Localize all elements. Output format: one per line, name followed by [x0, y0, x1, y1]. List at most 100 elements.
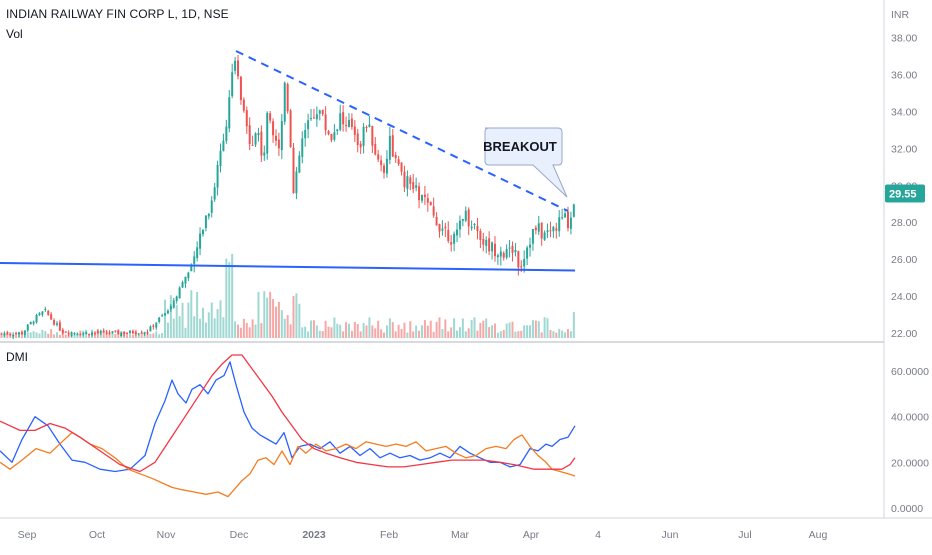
candle-body	[476, 225, 479, 232]
volume-bar	[467, 328, 470, 338]
volume-bar	[397, 324, 400, 338]
price-tick-label: 34.00	[891, 106, 917, 118]
volume-bar	[269, 291, 272, 338]
volume-bar	[333, 317, 336, 338]
candle-body	[260, 131, 263, 156]
candle-body	[12, 334, 15, 337]
candle-body	[155, 322, 158, 328]
candle-body	[111, 331, 114, 333]
candle-body	[61, 329, 64, 333]
candle-body	[458, 220, 461, 230]
candle-body	[158, 317, 161, 322]
candle-body	[543, 232, 546, 240]
volume-bar	[330, 327, 333, 338]
volume-bar	[41, 329, 44, 338]
candle-body	[237, 60, 240, 77]
candle-body	[467, 209, 470, 227]
candle-body	[216, 164, 219, 188]
candle-body	[514, 250, 517, 253]
candle-body	[108, 332, 111, 334]
volume-bar	[444, 319, 447, 338]
volume-bar	[336, 323, 339, 338]
volume-bar	[254, 324, 257, 338]
candle-body	[91, 332, 94, 336]
time-tick-label: Jun	[662, 529, 679, 541]
volume-bar	[403, 322, 406, 338]
volume-bar	[137, 334, 140, 338]
candle-body	[222, 140, 225, 151]
volume-bar	[292, 296, 295, 338]
volume-bar	[111, 332, 114, 338]
volume-bar	[76, 332, 79, 338]
candle-body	[277, 139, 280, 149]
candle-body	[23, 330, 26, 335]
candle-body	[231, 72, 234, 97]
volume-bar	[347, 323, 350, 338]
candle-body	[520, 266, 523, 268]
volume-bar	[453, 318, 456, 338]
volume-bar	[353, 321, 356, 338]
volume-bar	[499, 331, 502, 338]
candle-body	[438, 224, 441, 232]
volume-bar	[438, 317, 441, 338]
volume-bar	[520, 330, 523, 338]
volume-bar	[473, 317, 476, 338]
candle-body	[88, 333, 91, 335]
volume-bar	[482, 320, 485, 338]
volume-bar	[318, 330, 321, 338]
candle-body	[353, 126, 356, 135]
candle-body	[456, 229, 459, 236]
candle-body	[234, 60, 237, 71]
candle-body	[146, 331, 149, 333]
candle-body	[3, 333, 6, 336]
symbol-legend[interactable]: INDIAN RAILWAY FIN CORP L, 1D, NSE	[6, 7, 229, 21]
volume-bar	[479, 322, 482, 338]
price-tick-label: 32.00	[891, 143, 917, 155]
candle-body	[283, 82, 286, 122]
candle-body	[315, 114, 318, 120]
volume-bar	[283, 318, 286, 338]
candle-body	[58, 322, 61, 331]
volume-bar	[181, 302, 184, 338]
volume-bar	[540, 332, 543, 338]
candle-body	[0, 333, 3, 335]
candle-body	[193, 256, 196, 264]
candle-body	[397, 159, 400, 165]
dmi-line-adx	[0, 354, 576, 473]
dmi-legend[interactable]: DMI	[6, 350, 28, 364]
candle-body	[461, 219, 464, 221]
volume-bar	[187, 302, 190, 338]
candle-body	[164, 313, 167, 316]
volume-bar	[537, 321, 540, 338]
candle-body	[429, 202, 432, 206]
volume-bar	[207, 312, 210, 338]
candle-body	[93, 332, 96, 334]
volume-legend[interactable]: Vol	[6, 27, 23, 41]
volume-bar	[161, 332, 164, 338]
candle-body	[347, 119, 350, 128]
candle-body	[140, 332, 143, 334]
candle-body	[289, 110, 292, 148]
volume-bar	[461, 318, 464, 338]
volume-bar	[458, 327, 461, 338]
candle-body	[131, 330, 134, 334]
time-tick-label: Oct	[89, 529, 105, 541]
volume-bar	[26, 332, 29, 338]
volume-bar	[257, 291, 260, 338]
support-line	[0, 262, 576, 272]
candle-body	[263, 152, 266, 156]
volume-bar	[0, 332, 3, 338]
volume-bar	[178, 316, 181, 338]
candle-body	[508, 247, 511, 249]
volume-bar	[350, 330, 353, 338]
candle-body	[564, 213, 567, 218]
candle-body	[53, 319, 56, 325]
time-tick-label: Dec	[230, 529, 249, 541]
candle-body	[99, 331, 102, 334]
volume-bar	[464, 331, 467, 338]
volume-bar	[552, 331, 555, 338]
candle-body	[207, 213, 210, 217]
candle-body	[529, 244, 532, 248]
